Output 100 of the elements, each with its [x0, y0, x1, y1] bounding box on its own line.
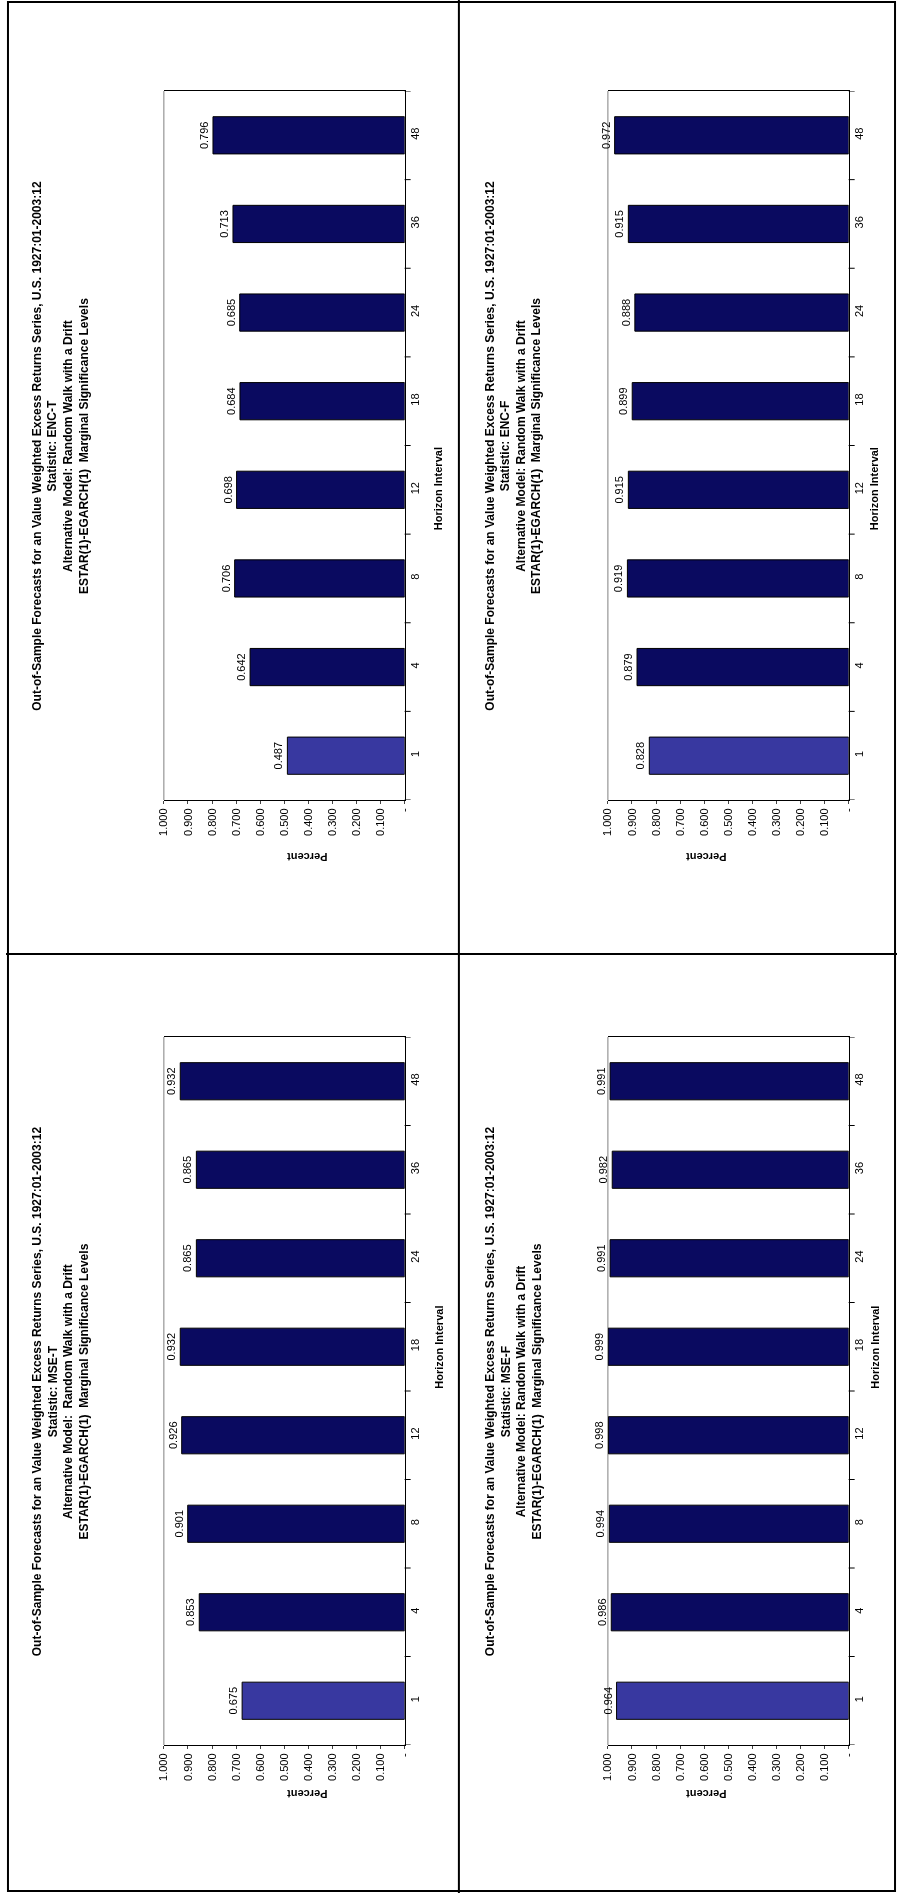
y-tick-label: 48 [408, 127, 421, 140]
data-label: 0.915 [613, 210, 626, 238]
x-tick-label: 0.700 [673, 1753, 686, 1781]
x-tick-label: 0.200 [350, 1753, 363, 1781]
data-label: 0.713 [217, 210, 230, 238]
y-tick-label: 1 [852, 1696, 865, 1703]
x-tick-label: - [842, 808, 855, 813]
x-tick-label: 0.200 [794, 808, 807, 836]
y-tick-label: 1 [408, 750, 421, 758]
y-tick-label: 4 [852, 1607, 865, 1614]
x-tick-label: 0.300 [325, 1753, 338, 1781]
x-tick-label: - [842, 1753, 855, 1758]
data-label: 0.853 [184, 1598, 197, 1627]
y-tick-label: 24 [852, 1250, 865, 1263]
text: Out-of-Sample Forecasts for an Value Weighted Excess Returns Series, U.S. 1927:01-2003:12 Statistic: ENC-T Alternative Model: Random Walk with a Drift ESTAR(1)-EGARCH(1) Marginal Significance Levels [29, 181, 91, 711]
x-tick-label: 0.500 [277, 808, 290, 836]
x-tick-label: 0.900 [625, 1753, 638, 1781]
data-label: 0.932 [165, 1067, 178, 1096]
y-tick-label: 18 [408, 393, 421, 406]
x-tick-label: 0.200 [350, 808, 363, 836]
x-tick-label: 0.800 [205, 1753, 218, 1781]
data-label: 0.998 [593, 1421, 606, 1450]
y-tick-label: 24 [408, 304, 421, 318]
y-tick-label: 36 [852, 216, 865, 229]
x-tick-label: 0.100 [374, 1753, 387, 1781]
x-tick-label: 0.900 [181, 808, 194, 836]
x-axis-title: Percent [685, 851, 727, 863]
x-tick-label: 0.400 [301, 1753, 314, 1781]
x-axis-title: Percent [286, 851, 328, 863]
data-label: 0.706 [219, 564, 232, 593]
x-tick-label: 0.300 [325, 808, 338, 836]
text: Out-of-Sample Forecasts for an Value Weighted Excess Returns Series, U.S. 1927:01-2003:12 Statistic: MSE-T Alternative Model: Random Walk with a Drift ESTAR(1)-EGARCH(1) Marginal Significance Levels [30, 1126, 92, 1657]
y-tick-label: 1 [408, 1696, 421, 1703]
y-tick-label: 18 [852, 393, 865, 406]
y-tick-label: 12 [408, 1427, 421, 1440]
y-tick-label: 36 [408, 216, 421, 229]
data-label: 0.642 [235, 653, 248, 681]
x-tick-label: 1.000 [601, 808, 614, 836]
data-label: 0.899 [617, 387, 630, 415]
x-tick-label: 0.400 [745, 1753, 758, 1781]
x-tick-label: 0.500 [277, 1753, 290, 1781]
y-tick-label: 48 [408, 1073, 421, 1086]
x-tick-label: 0.800 [649, 1753, 662, 1781]
x-tick-label: - [398, 1753, 411, 1758]
text: Out-of-Sample Forecasts for an Value Weighted Excess Returns Series, U.S. 1927:01-2003:12 Statistic: MSE-F Alternative Model: Random Walk with a Drift ESTAR(1)-EGARCH(1) Marginal Significance Levels [483, 1126, 544, 1657]
data-label: 0.982 [597, 1155, 610, 1184]
data-label: 0.964 [601, 1686, 614, 1715]
x-tick-label: 0.800 [205, 808, 218, 836]
x-tick-label: 0.600 [697, 808, 710, 836]
y-tick-label: 18 [408, 1338, 421, 1352]
x-tick-label: 1.000 [157, 1753, 170, 1781]
x-tick-label: 0.900 [181, 1753, 194, 1781]
data-label: 0.932 [165, 1332, 178, 1361]
data-label: 0.865 [181, 1244, 194, 1273]
data-label: 0.994 [594, 1509, 607, 1538]
data-label: 0.991 [595, 1244, 608, 1273]
data-label: 0.865 [181, 1155, 194, 1184]
text: Out-of-Sample Forecasts for an Value Weighted Excess Returns Series, U.S. 1927:01-2003:12 Statistic: ENC-F Alternative Model: Random Walk with a Drift ESTAR(1)-EGARCH(1) Marginal Significance Levels [482, 181, 544, 711]
data-label: 0.796 [197, 121, 210, 150]
y-tick-label: 8 [852, 573, 865, 580]
x-tick-label: 1.000 [601, 1753, 614, 1781]
x-tick-label: 0.100 [818, 808, 831, 836]
y-tick-label: 12 [852, 482, 865, 495]
data-label: 0.991 [595, 1067, 608, 1096]
x-tick-label: 0.500 [721, 808, 734, 836]
data-label: 0.926 [166, 1421, 179, 1450]
y-tick-label: 4 [408, 662, 421, 669]
y-tick-label: 24 [852, 304, 865, 318]
y-axis-title: Horizon Interval [432, 447, 445, 531]
x-axis-title: Percent [286, 1788, 328, 1800]
y-tick-label: 36 [852, 1161, 865, 1175]
x-tick-label: 0.200 [794, 1753, 807, 1781]
y-tick-label: 12 [852, 1427, 865, 1440]
data-label: 0.828 [634, 741, 647, 770]
y-axis-title: Horizon Interval [868, 1305, 881, 1389]
data-label: 0.698 [221, 476, 234, 504]
data-label: 0.888 [619, 298, 632, 327]
y-axis-title: Horizon Interval [868, 447, 881, 531]
data-label: 0.879 [622, 653, 635, 681]
y-tick-label: 18 [852, 1338, 865, 1352]
y-tick-label: 1 [852, 750, 865, 758]
data-label: 0.915 [613, 476, 626, 504]
y-axis-title: Horizon Interval [432, 1305, 445, 1389]
x-tick-label: 0.100 [374, 808, 387, 836]
y-tick-label: 12 [408, 482, 421, 495]
y-tick-label: 48 [852, 1073, 865, 1086]
data-label: 0.901 [172, 1509, 185, 1538]
data-label: 0.919 [612, 564, 625, 593]
x-tick-label: 0.600 [253, 808, 266, 836]
data-label: 0.986 [596, 1598, 609, 1627]
data-label: 0.685 [224, 298, 237, 327]
x-tick-label: 0.800 [649, 808, 662, 836]
x-tick-label: 0.100 [818, 1753, 831, 1781]
x-tick-label: 0.700 [229, 808, 242, 836]
data-label: 0.999 [593, 1332, 606, 1361]
x-axis-title: Percent [685, 1788, 727, 1800]
data-label: 0.487 [272, 741, 285, 770]
y-tick-label: 8 [408, 1519, 421, 1526]
y-tick-label: 8 [408, 573, 421, 580]
data-label: 0.675 [227, 1686, 240, 1715]
